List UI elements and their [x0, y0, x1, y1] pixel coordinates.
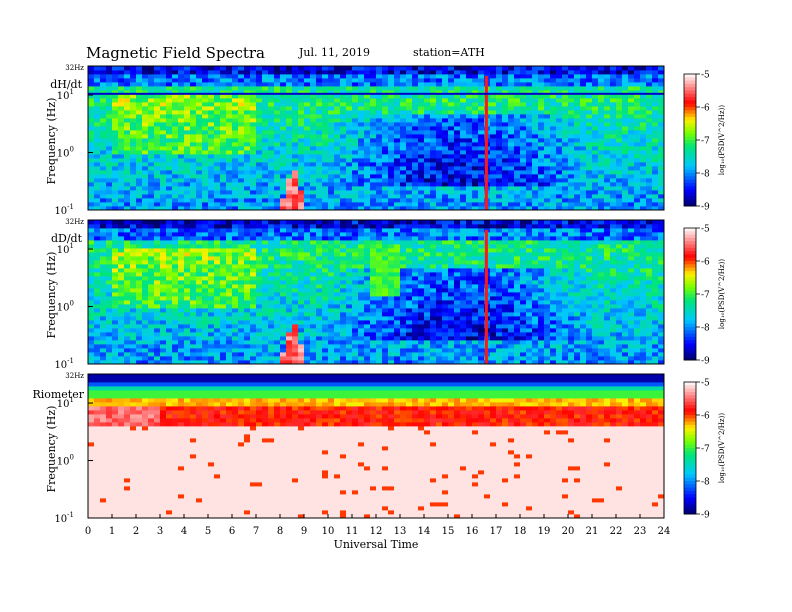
- colorbar-0: [684, 74, 696, 207]
- colorbar-tick-label-2-4: -9: [701, 511, 710, 521]
- colorbar-label-2: log₁₀(PSD(V^2/Hz)): [718, 413, 726, 483]
- station-label: station=ATH: [413, 46, 485, 59]
- x-tick-label-5: 5: [205, 526, 211, 537]
- colorbar-tick-label-1-1: -6: [701, 258, 710, 268]
- colorbar-tick-label-0-2: -7: [701, 137, 710, 147]
- spectrogram-panel-0: [88, 66, 665, 211]
- colorbar-2: [684, 382, 696, 515]
- colorbar-tick-label-0-4: -9: [701, 203, 710, 213]
- y-axis-title-1: Frequency (Hz): [45, 252, 58, 339]
- x-tick-label-23: 23: [634, 526, 647, 537]
- x-tick-label-6: 6: [229, 526, 235, 537]
- x-tick-label-24: 24: [658, 526, 671, 537]
- y-tick-label-0-0: 101: [57, 88, 74, 102]
- x-tick-label-14: 14: [418, 526, 431, 537]
- x-tick-label-10: 10: [322, 526, 335, 537]
- x-tick-label-13: 13: [394, 526, 407, 537]
- y-tick-label-1-1: 100: [57, 300, 74, 314]
- colorbar-tick-label-2-3: -8: [701, 478, 710, 488]
- colorbar-tick-label-0-0: -5: [701, 71, 710, 81]
- y-top-label-1: 32Hz: [65, 218, 84, 226]
- colorbar-tick-label-1-2: -7: [701, 291, 710, 301]
- colorbar-label-0: log₁₀(PSD(V^2/Hz)): [718, 105, 726, 175]
- colorbar-tick-label-1-3: -8: [701, 324, 710, 334]
- x-tick-label-3: 3: [157, 526, 163, 537]
- x-tick-label-9: 9: [301, 526, 307, 537]
- spectrogram-panel-1: [88, 220, 665, 365]
- colorbar-tick-label-2-2: -7: [701, 445, 710, 455]
- x-tick-label-17: 17: [490, 526, 503, 537]
- y-top-label-0: 32Hz: [65, 64, 84, 72]
- x-tick-label-4: 4: [181, 526, 187, 537]
- y-tick-label-2-1: 100: [57, 454, 74, 468]
- panel-frame-1: [87, 219, 665, 365]
- x-tick-label-1: 1: [109, 526, 115, 537]
- x-tick-label-2: 2: [133, 526, 139, 537]
- y-tick-label-0-2: 10-1: [54, 203, 74, 217]
- x-axis-title: Universal Time: [334, 538, 419, 551]
- panel-frame-0: [87, 65, 665, 211]
- x-tick-label-11: 11: [346, 526, 359, 537]
- x-tick-label-16: 16: [466, 526, 479, 537]
- frequency-line-0: [88, 92, 664, 95]
- y-top-label-2: 32Hz: [65, 372, 84, 380]
- y-axis-title-0: Frequency (Hz): [45, 98, 58, 185]
- colorbar-tick-label-2-1: -6: [701, 412, 710, 422]
- x-tick-label-12: 12: [370, 526, 383, 537]
- colorbar-tick-label-1-4: -9: [701, 357, 710, 367]
- x-tick-label-7: 7: [253, 526, 259, 537]
- x-tick-label-19: 19: [538, 526, 551, 537]
- y-tick-label-0-1: 100: [57, 146, 74, 160]
- x-tick-label-22: 22: [610, 526, 623, 537]
- panel-label-2: Riometer: [32, 388, 84, 401]
- colorbar-label-1: log₁₀(PSD(V^2/Hz)): [718, 259, 726, 329]
- x-tick-label-0: 0: [85, 526, 91, 537]
- vertical-spike-1: [484, 230, 488, 364]
- chart-title: Magnetic Field Spectra: [86, 44, 265, 62]
- y-tick-label-1-0: 101: [57, 242, 74, 256]
- panel-label-0: dH/dt: [50, 78, 82, 91]
- colorbar-1: [684, 228, 696, 361]
- colorbar-tick-label-1-0: -5: [701, 225, 710, 235]
- x-tick-label-21: 21: [586, 526, 599, 537]
- chart-date: Jul. 11, 2019: [299, 46, 370, 59]
- vertical-spike-0: [484, 76, 488, 210]
- spectrogram-panel-2: [88, 374, 665, 519]
- x-tick-label-18: 18: [514, 526, 527, 537]
- y-axis-title-2: Frequency (Hz): [45, 406, 58, 493]
- x-tick-label-20: 20: [562, 526, 575, 537]
- colorbar-tick-label-2-0: -5: [701, 379, 710, 389]
- x-tick-label-8: 8: [277, 526, 283, 537]
- x-tick-label-15: 15: [442, 526, 455, 537]
- colorbar-tick-label-0-3: -8: [701, 170, 710, 180]
- y-tick-label-2-2: 10-1: [54, 511, 74, 525]
- y-tick-label-1-2: 10-1: [54, 357, 74, 371]
- y-tick-label-2-0: 101: [57, 396, 74, 410]
- colorbar-tick-label-0-1: -6: [701, 104, 710, 114]
- panel-label-1: dD/dt: [51, 232, 83, 245]
